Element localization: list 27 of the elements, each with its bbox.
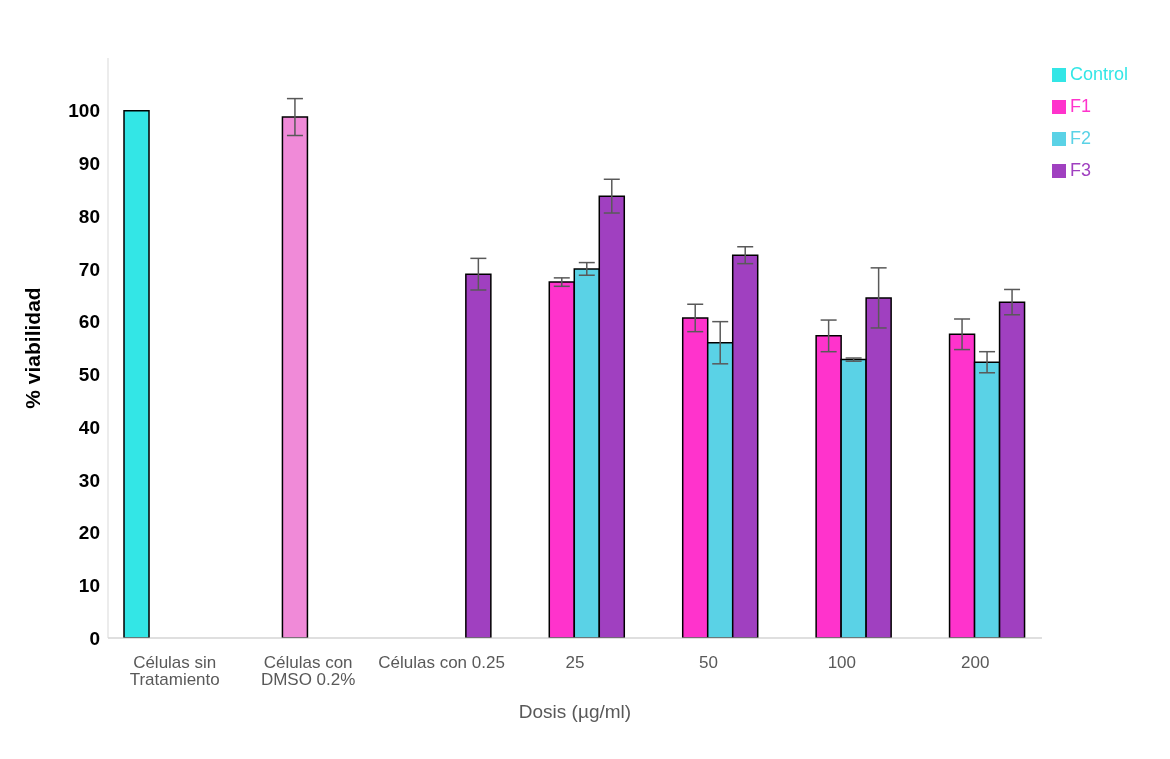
y-tick-label: 20 <box>78 522 100 544</box>
legend-label: Control <box>1069 64 1128 84</box>
y-tick-label: 10 <box>78 575 100 597</box>
y-tick-label: 30 <box>78 469 100 491</box>
x-tick-label: 100 <box>827 653 857 673</box>
bar <box>281 116 309 638</box>
y-tick-label: 90 <box>78 153 100 175</box>
x-tick-label: Células sin Tratamiento <box>129 653 220 690</box>
y-tick-label: 70 <box>78 258 100 280</box>
x-tick-label: Células con 0.25 <box>378 653 505 673</box>
x-tick-label: 200 <box>961 653 990 673</box>
legend-label: F2 <box>1069 128 1091 148</box>
legend-label: F3 <box>1069 160 1091 180</box>
bar <box>123 109 150 638</box>
y-tick-label: 100 <box>68 100 100 122</box>
y-tick-label: 60 <box>78 311 100 333</box>
x-axis-title: Dosis (µg/ml) <box>518 701 632 722</box>
y-tick-label: 40 <box>78 416 100 438</box>
x-tick-label: 50 <box>698 653 718 673</box>
x-tick-label: 25 <box>565 653 585 673</box>
y-tick-label: 80 <box>78 205 100 227</box>
y-tick-label: 50 <box>78 364 100 386</box>
legend-label: F1 <box>1069 96 1091 116</box>
bar <box>465 273 492 638</box>
y-tick-label: 0 <box>89 627 100 649</box>
y-axis-title: % viabilidad <box>21 287 45 409</box>
x-tick-label: Células con DMSO 0.2% <box>260 653 356 690</box>
